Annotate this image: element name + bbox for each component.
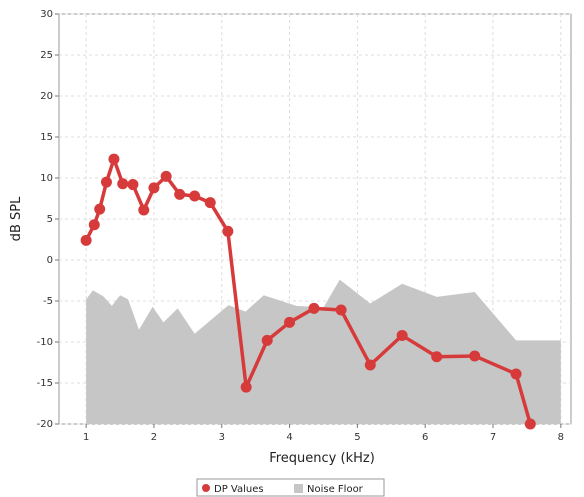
dp-value-point: [174, 188, 186, 200]
x-tick-label: 5: [354, 432, 360, 443]
dp-value-point: [80, 234, 92, 246]
legend-dp-label: DP Values: [214, 484, 264, 495]
y-tick-label: 0: [47, 255, 53, 266]
dp-value-point: [108, 153, 120, 165]
x-tick-label: 8: [558, 432, 564, 443]
y-axis-title: dB SPL: [9, 196, 24, 241]
dp-value-point: [148, 182, 160, 194]
dp-value-point: [261, 334, 273, 346]
dp-value-point: [524, 418, 536, 430]
dp-values-layer: [80, 153, 536, 430]
dp-value-point: [94, 203, 106, 215]
dp-value-point: [117, 178, 129, 190]
dp-value-point: [88, 219, 100, 231]
y-tick-label: -10: [37, 337, 53, 348]
dp-value-point: [510, 368, 522, 380]
dp-value-point: [189, 190, 201, 202]
y-tick-label: -20: [37, 419, 53, 430]
noise-floor-layer: [86, 279, 561, 424]
dp-value-point: [308, 302, 320, 314]
x-tick-label: 4: [286, 432, 292, 443]
legend-dp-marker: [202, 484, 210, 492]
legend: DP Values Noise Floor: [196, 478, 385, 497]
legend-noise-label: Noise Floor: [307, 484, 364, 495]
x-axis-title: Frequency (kHz): [269, 451, 375, 466]
legend-box: [196, 478, 385, 497]
y-tick-label: 25: [40, 50, 53, 61]
dp-value-point: [160, 170, 172, 182]
dp-value-point: [222, 225, 234, 237]
x-tick-label: 2: [151, 432, 157, 443]
x-tick-label: 3: [219, 432, 225, 443]
dp-value-point: [364, 359, 376, 371]
dp-value-point: [204, 197, 216, 209]
y-tick-label: -15: [37, 378, 53, 389]
x-tick-label: 7: [490, 432, 496, 443]
y-tick-label: 20: [40, 91, 53, 102]
dp-value-point: [240, 381, 252, 393]
axes-group: 30 25 20 15 10 5 0 -5 -10 -15 -20 1 2 3 4 5 6 7 8: [37, 9, 564, 443]
x-tick-label: 6: [422, 432, 428, 443]
noise-floor-area: [86, 279, 561, 424]
y-tick-label: 15: [40, 132, 53, 143]
dp-value-point: [335, 304, 347, 316]
dp-value-point: [396, 329, 408, 341]
dp-value-point: [138, 204, 150, 216]
y-tick-label: -5: [43, 296, 53, 307]
x-tick-label: 1: [83, 432, 89, 443]
dp-value-point: [127, 179, 139, 191]
dp-value-point: [284, 316, 296, 328]
y-tick-label: 30: [40, 9, 53, 20]
dp-value-point: [431, 351, 443, 363]
legend-noise-swatch: [294, 484, 303, 493]
dp-value-point: [100, 176, 112, 188]
y-tick-label: 5: [47, 214, 53, 225]
dp-value-point: [469, 350, 481, 362]
y-tick-label: 10: [40, 173, 53, 184]
